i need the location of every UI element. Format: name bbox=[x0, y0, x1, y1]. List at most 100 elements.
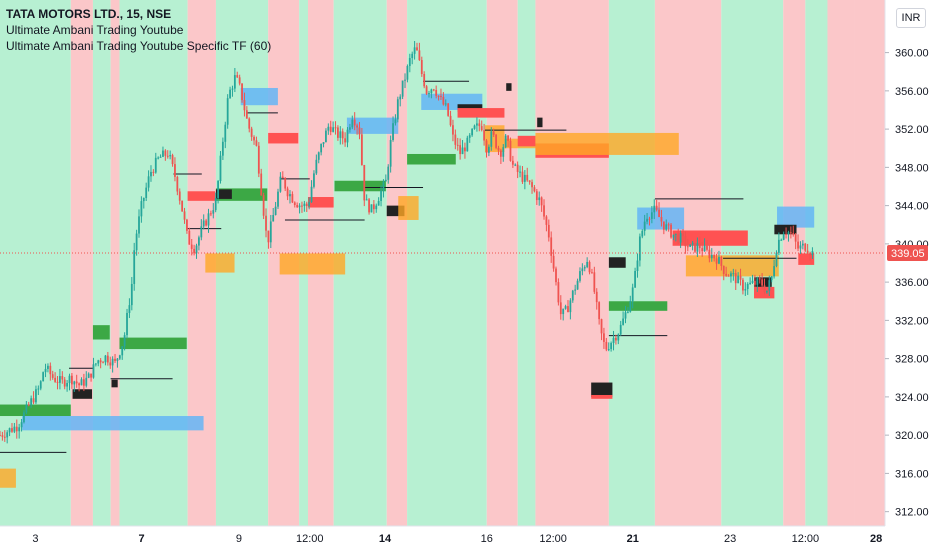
candle-body bbox=[552, 255, 555, 269]
candle-body bbox=[586, 261, 589, 268]
candle-body bbox=[102, 362, 104, 364]
candle-body bbox=[629, 301, 632, 312]
candle-body bbox=[708, 249, 711, 259]
candle-body bbox=[219, 155, 222, 182]
candle-body bbox=[610, 342, 613, 350]
candle-body bbox=[674, 233, 677, 235]
candle-body bbox=[126, 312, 128, 336]
zone-blue bbox=[777, 206, 815, 228]
candle-body bbox=[341, 131, 344, 139]
candle-body bbox=[758, 278, 761, 280]
candle-body bbox=[617, 334, 620, 341]
candle-body bbox=[442, 96, 445, 105]
candle-body bbox=[641, 230, 644, 237]
candle-body bbox=[92, 364, 95, 378]
candle-body bbox=[591, 272, 593, 274]
candle-body bbox=[339, 131, 342, 138]
zone-black bbox=[608, 257, 626, 268]
session-band bbox=[407, 0, 487, 526]
candle-body bbox=[138, 216, 140, 234]
candle-body bbox=[363, 164, 366, 201]
candle-body bbox=[142, 198, 145, 202]
candle-body bbox=[272, 215, 275, 222]
y-tick-label: 328.00 bbox=[895, 354, 929, 366]
candle-body bbox=[564, 306, 567, 309]
candle-body bbox=[54, 377, 57, 382]
candle-body bbox=[169, 155, 172, 157]
candle-body bbox=[257, 145, 260, 174]
candle-body bbox=[260, 173, 263, 196]
candle-body bbox=[713, 254, 716, 259]
candle-body bbox=[348, 127, 351, 130]
candle-body bbox=[224, 124, 227, 142]
candle-body bbox=[25, 404, 28, 413]
candle-body bbox=[356, 125, 358, 128]
candle-body bbox=[35, 389, 37, 403]
candle-body bbox=[777, 239, 780, 253]
candle-body bbox=[521, 171, 524, 182]
candle-body bbox=[655, 205, 658, 210]
candle-body bbox=[159, 156, 162, 158]
candle-body bbox=[533, 187, 536, 192]
candle-body bbox=[85, 377, 88, 386]
candle-body bbox=[56, 381, 59, 383]
candle-body bbox=[667, 224, 670, 226]
candle-body bbox=[248, 118, 251, 129]
candle-body bbox=[387, 166, 390, 180]
candle-body bbox=[789, 232, 792, 234]
candle-body bbox=[670, 224, 672, 238]
candle-body bbox=[507, 135, 509, 141]
zone-black bbox=[506, 83, 512, 91]
candle-body bbox=[787, 232, 790, 235]
candle-body bbox=[73, 381, 76, 385]
session-band bbox=[110, 0, 120, 526]
candle-body bbox=[540, 197, 543, 206]
candle-body bbox=[396, 99, 399, 120]
candle-body bbox=[133, 250, 136, 284]
candle-body bbox=[775, 252, 778, 267]
candle-body bbox=[535, 191, 538, 201]
candle-body bbox=[509, 140, 512, 161]
candle-body bbox=[188, 230, 191, 245]
candle-body bbox=[15, 426, 18, 432]
candle-body bbox=[190, 244, 193, 249]
candle-body bbox=[612, 337, 615, 343]
candle-body bbox=[70, 375, 73, 385]
currency-badge[interactable]: INR bbox=[896, 8, 926, 28]
candle-body bbox=[660, 217, 663, 222]
candle-body bbox=[399, 96, 402, 100]
x-tick-label: 16 bbox=[481, 533, 493, 545]
candle-body bbox=[284, 177, 287, 189]
candle-body bbox=[63, 379, 66, 387]
session-band bbox=[386, 0, 408, 526]
candle-body bbox=[773, 266, 775, 277]
candle-body bbox=[20, 422, 23, 428]
candle-body bbox=[157, 157, 160, 159]
candle-body bbox=[706, 245, 708, 250]
zone-orange bbox=[205, 253, 235, 273]
zone-orange bbox=[484, 125, 505, 153]
candle-body bbox=[32, 398, 35, 403]
x-tick-label: 12:00 bbox=[539, 533, 567, 545]
candle-body bbox=[44, 368, 47, 373]
y-tick-label: 356.00 bbox=[895, 86, 929, 98]
candle-body bbox=[420, 60, 423, 74]
candle-body bbox=[624, 312, 627, 319]
candle-body bbox=[30, 398, 33, 406]
candle-body bbox=[181, 200, 184, 212]
candle-body bbox=[116, 358, 119, 361]
candle-body bbox=[49, 365, 52, 375]
candle-body bbox=[217, 181, 219, 199]
zone-red bbox=[798, 253, 815, 265]
candle-body bbox=[502, 147, 505, 157]
candle-body bbox=[811, 251, 814, 256]
candle-body bbox=[377, 200, 380, 206]
candle-body bbox=[262, 195, 265, 216]
candle-body bbox=[658, 209, 660, 218]
candle-body bbox=[118, 355, 121, 359]
candle-body bbox=[231, 88, 234, 90]
candle-body bbox=[574, 289, 577, 291]
candle-body bbox=[186, 219, 188, 231]
